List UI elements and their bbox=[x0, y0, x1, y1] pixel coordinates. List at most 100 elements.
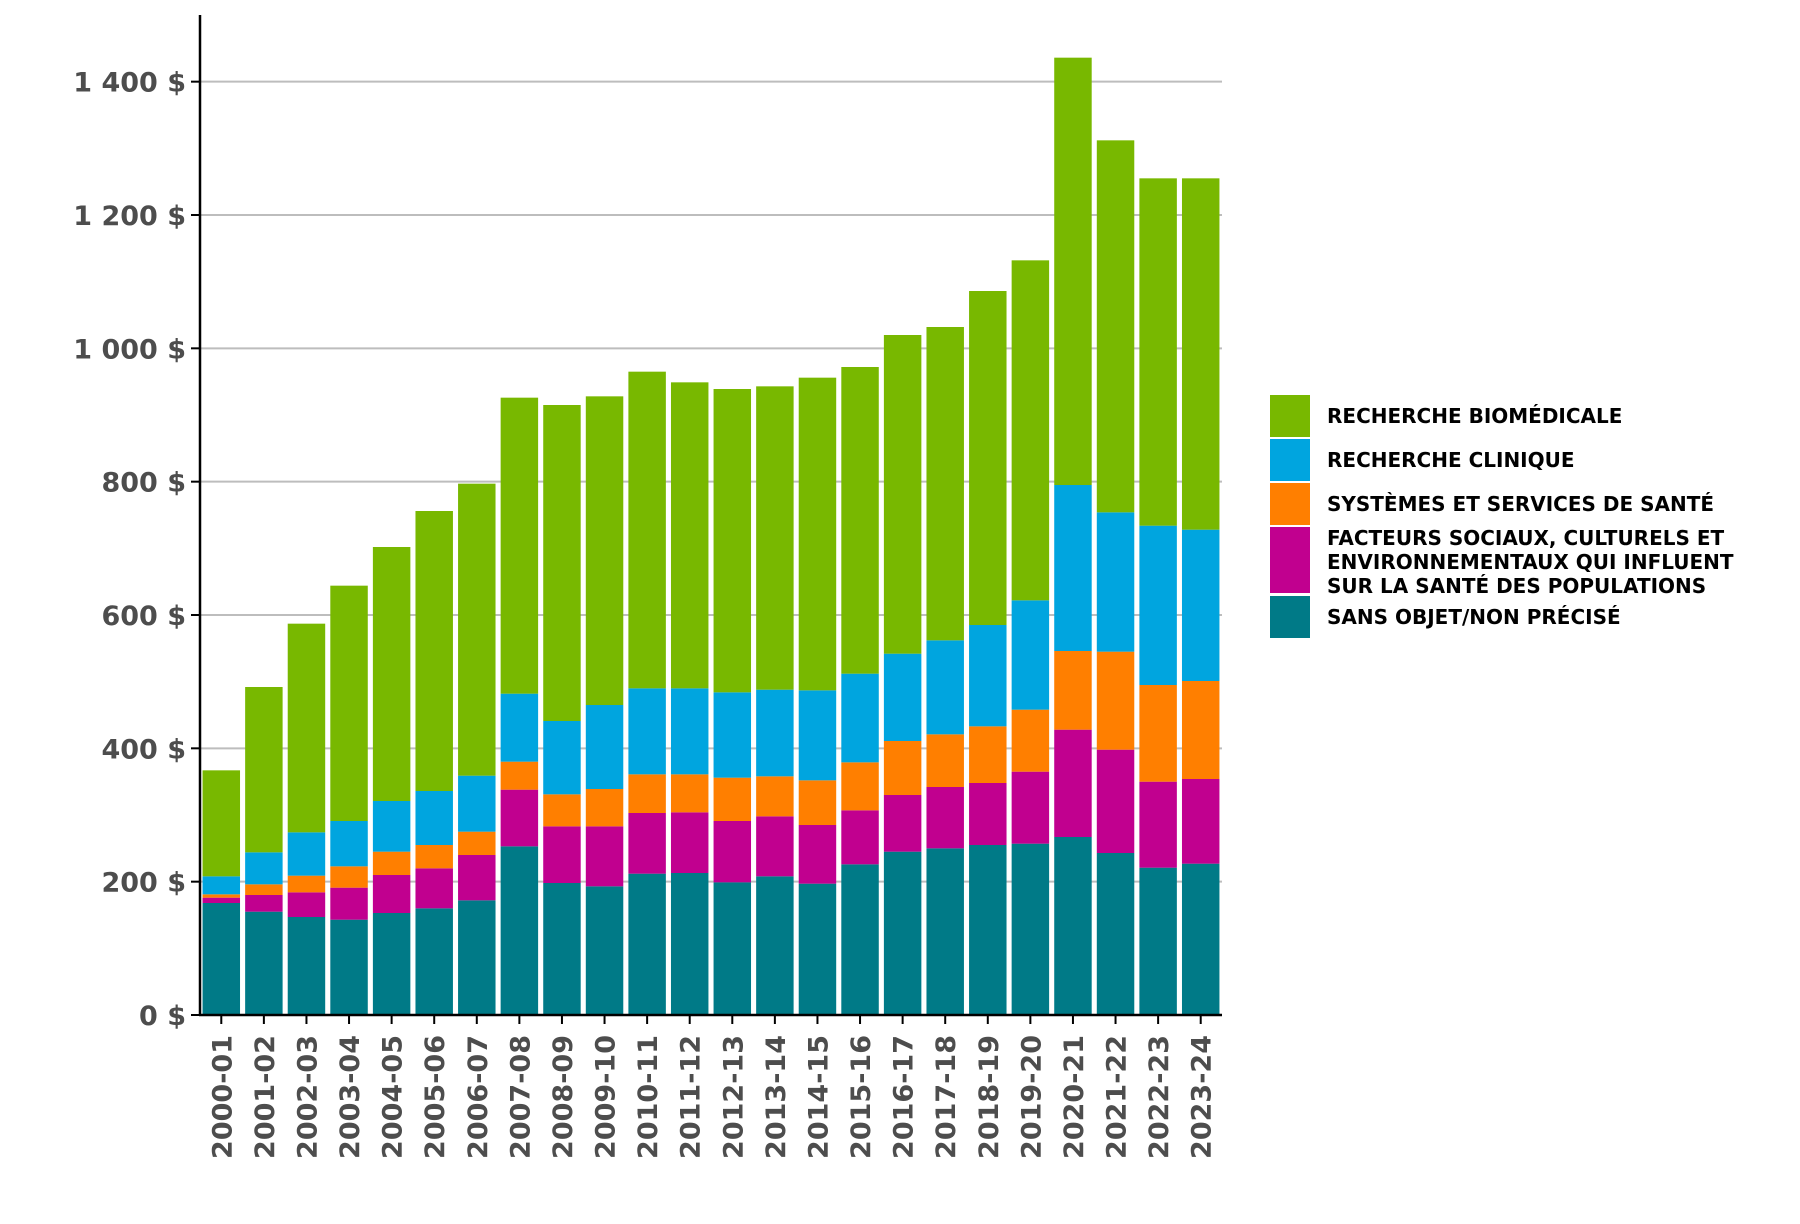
y-tick-label: 1 000 $ bbox=[73, 334, 186, 365]
y-tick-label: 800 $ bbox=[101, 468, 186, 499]
bar-segment bbox=[543, 826, 581, 883]
x-tick-label: 2013-14 bbox=[761, 1035, 792, 1159]
bar-segment bbox=[883, 851, 922, 1015]
x-tick-label: 2020-21 bbox=[1059, 1035, 1090, 1159]
bar-segment bbox=[202, 897, 241, 903]
bar-segment bbox=[543, 794, 581, 827]
legend: RECHERCHE BIOMÉDICALE RECHERCHE CLINIQUE S… bbox=[1270, 395, 1734, 638]
bar-segment bbox=[841, 673, 879, 763]
bar-segment bbox=[1054, 729, 1092, 837]
bar-segment bbox=[585, 396, 624, 705]
bar-segment bbox=[1096, 651, 1135, 750]
x-tick-label: 2001-02 bbox=[250, 1035, 281, 1159]
bar-segment bbox=[415, 868, 453, 909]
bar-segment bbox=[245, 852, 283, 885]
bar-segment bbox=[1054, 837, 1092, 1015]
y-tick-label: 1 200 $ bbox=[73, 201, 186, 232]
bar-segment bbox=[1139, 867, 1177, 1015]
y-tick-label: 200 $ bbox=[101, 868, 186, 899]
x-tick-label: 2003-04 bbox=[335, 1035, 366, 1159]
bar-segment bbox=[713, 777, 752, 821]
bar-segment bbox=[458, 900, 496, 1015]
legend-label-line: FACTEURS SOCIAUX, CULTURELS ET bbox=[1327, 526, 1725, 550]
bar-segment bbox=[372, 547, 411, 801]
bar-segment bbox=[798, 883, 837, 1015]
bar-segment bbox=[202, 876, 241, 895]
bar-segment bbox=[841, 864, 879, 1015]
y-tick-label: 0 $ bbox=[139, 1001, 186, 1032]
y-axis-ticks: 0 $ 200 $ 400 $ 600 $ 800 $ 1 000 $ 1 200 $ 1 4… bbox=[73, 68, 200, 1032]
bar-segment bbox=[415, 511, 453, 791]
bar-segment bbox=[458, 775, 496, 832]
bar-segment bbox=[926, 848, 964, 1015]
bar-segment bbox=[798, 780, 837, 825]
bar-segment bbox=[883, 741, 922, 795]
bar-segment bbox=[372, 875, 411, 913]
bar-segment bbox=[926, 327, 964, 641]
bar-segment bbox=[202, 894, 241, 898]
bar-segment bbox=[628, 371, 666, 689]
bar-segment bbox=[628, 873, 666, 1015]
y-tick-label: 600 $ bbox=[101, 601, 186, 632]
bar-segment bbox=[287, 892, 326, 917]
x-tick-label: 2004-05 bbox=[378, 1035, 409, 1159]
bar-segment bbox=[458, 855, 496, 901]
bar-segment bbox=[926, 734, 964, 787]
bar-segment bbox=[330, 821, 368, 867]
bar-segment bbox=[287, 832, 326, 876]
bar-segment bbox=[500, 846, 539, 1015]
bar-segment bbox=[841, 367, 879, 674]
bar-segment bbox=[1011, 260, 1050, 601]
bar-segment bbox=[1011, 771, 1050, 844]
bar-segment bbox=[330, 585, 368, 821]
y-tick-label: 1 400 $ bbox=[73, 68, 186, 99]
bar-segment bbox=[543, 721, 581, 795]
bar-segment bbox=[798, 825, 837, 884]
bar-segment bbox=[883, 335, 922, 654]
bar-segment bbox=[670, 688, 709, 775]
bar-segment bbox=[543, 883, 581, 1015]
bar-segment bbox=[883, 653, 922, 741]
x-tick-label: 2014-15 bbox=[803, 1035, 834, 1159]
bar-segment bbox=[713, 692, 752, 778]
bar-segment bbox=[500, 761, 539, 790]
bar-segment bbox=[1011, 843, 1050, 1015]
x-tick-label: 2012-13 bbox=[718, 1035, 749, 1159]
bar-segment bbox=[1139, 178, 1177, 526]
legend-swatch bbox=[1270, 439, 1310, 481]
legend-swatch bbox=[1270, 483, 1310, 525]
bar-segment bbox=[756, 386, 794, 690]
bar-segment bbox=[1181, 779, 1220, 864]
bar-segment bbox=[628, 688, 666, 775]
bar-segment bbox=[330, 919, 368, 1015]
bar-segment bbox=[1096, 512, 1135, 652]
bar-segment bbox=[756, 816, 794, 877]
gridlines bbox=[200, 80, 1222, 883]
bar-segment bbox=[1054, 57, 1092, 486]
bar-segment bbox=[330, 866, 368, 888]
bar-segment bbox=[1139, 525, 1177, 685]
x-tick-label: 2022-23 bbox=[1144, 1035, 1175, 1159]
x-tick-label: 2000-01 bbox=[207, 1035, 238, 1159]
bar-segment bbox=[245, 687, 283, 853]
bar-segment bbox=[670, 382, 709, 689]
x-tick-label: 2015-16 bbox=[846, 1035, 877, 1159]
bar-segment bbox=[798, 690, 837, 781]
x-tick-label: 2002-03 bbox=[292, 1035, 323, 1159]
bar-segment bbox=[670, 774, 709, 813]
legend-label-line: ENVIRONNEMENTAUX QUI INFLUENT bbox=[1327, 550, 1734, 574]
bar-segment bbox=[798, 377, 837, 691]
bar-segment bbox=[330, 887, 368, 920]
bar-segment bbox=[670, 873, 709, 1015]
bar-segment bbox=[1054, 651, 1092, 730]
bar-segment bbox=[926, 640, 964, 735]
bar-segment bbox=[969, 726, 1007, 783]
bar-segment bbox=[628, 774, 666, 813]
x-tick-label: 2023-24 bbox=[1187, 1035, 1218, 1159]
bar-segment bbox=[1181, 863, 1220, 1015]
bar-segment bbox=[287, 917, 326, 1015]
bar-segment bbox=[500, 397, 539, 694]
axes bbox=[198, 15, 1222, 1017]
bar-segment bbox=[969, 783, 1007, 845]
